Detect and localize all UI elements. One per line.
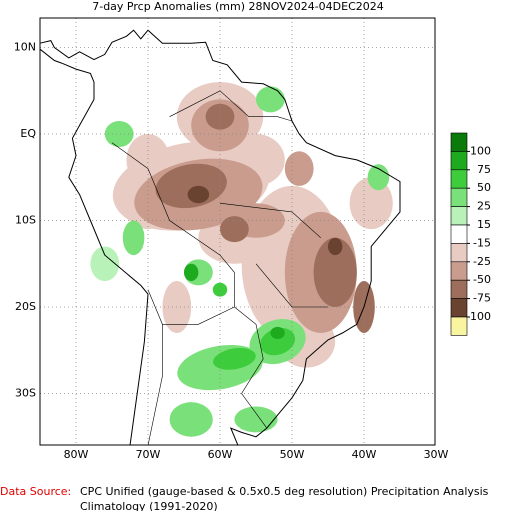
anomaly-area: [155, 163, 227, 209]
legend-swatch: [450, 132, 468, 152]
legend-swatch: [450, 316, 468, 336]
y-tick-label: 10N: [14, 41, 36, 54]
x-tick-label: 50W: [280, 448, 305, 461]
climatology-text: Climatology (1991-2020): [80, 500, 218, 511]
legend-swatch: [450, 243, 468, 263]
anomaly-area: [270, 326, 285, 340]
map-title: 7-day Prcp Anomalies (mm) 28NOV2024-04DE…: [92, 0, 384, 13]
anomaly-area: [349, 177, 393, 230]
legend-label: -100: [466, 310, 491, 323]
border: [169, 90, 293, 122]
anomaly-area: [187, 185, 210, 204]
legend-label: -15: [473, 236, 491, 249]
legend-swatch: [450, 169, 468, 189]
anomaly-area: [234, 406, 278, 433]
legend-label: -50: [473, 273, 491, 286]
legend-swatch: [450, 224, 468, 244]
legend-label: 15: [477, 218, 491, 231]
x-tick-label: 70W: [136, 448, 161, 461]
legend-swatch: [450, 206, 468, 226]
legend-label: 100: [470, 144, 491, 157]
map-frame: [39, 17, 436, 446]
anomaly-area: [284, 151, 314, 186]
legend-swatch: [450, 187, 468, 207]
x-tick-label: 30W: [424, 448, 449, 461]
anomaly-area: [169, 402, 213, 437]
anomaly-area: [205, 103, 235, 130]
y-tick-label: 10S: [15, 214, 36, 227]
anomaly-area: [122, 220, 145, 256]
legend-swatch: [450, 298, 468, 318]
anomaly-area: [260, 327, 296, 356]
y-tick-label: EQ: [20, 127, 36, 140]
coastline: [39, 29, 401, 446]
coastline: [39, 29, 401, 446]
y-tick-label: 30S: [15, 387, 36, 400]
anomaly-area: [213, 348, 256, 370]
color-legend: 100 75 50 25 15 -15 -25 -50 -75 -100: [450, 132, 491, 336]
border: [147, 289, 235, 325]
legend-swatch: [450, 279, 468, 299]
border: [255, 263, 328, 308]
source-text: CPC Unified (gauge-based & 0.5x0.5 deg r…: [80, 485, 489, 498]
legend-label: -25: [473, 255, 491, 268]
legend-label: 50: [477, 181, 491, 194]
border: [111, 142, 149, 169]
source-label: Data Source:: [0, 485, 71, 498]
x-tick-label: 80W: [64, 448, 89, 461]
x-tick-label: 40W: [352, 448, 377, 461]
legend-swatch: [450, 151, 468, 171]
legend-label: 75: [477, 163, 491, 176]
x-tick-label: 60W: [208, 448, 233, 461]
anomaly-area: [104, 121, 134, 147]
y-tick-label: 20S: [15, 300, 36, 313]
anomaly-area: [220, 216, 249, 243]
anomaly-area: [184, 263, 199, 282]
legend-label: 25: [477, 200, 491, 213]
anomaly-area: [367, 164, 390, 191]
coastline: [39, 48, 149, 446]
border: [147, 324, 163, 446]
anomaly-area: [90, 246, 120, 282]
anomaly-area: [212, 282, 228, 297]
border: [219, 202, 322, 239]
anomaly-area: [256, 86, 285, 113]
anomaly-area: [328, 237, 343, 256]
legend-label: -75: [473, 292, 491, 305]
anomaly-area: [313, 237, 357, 307]
legend-swatch: [450, 261, 468, 281]
